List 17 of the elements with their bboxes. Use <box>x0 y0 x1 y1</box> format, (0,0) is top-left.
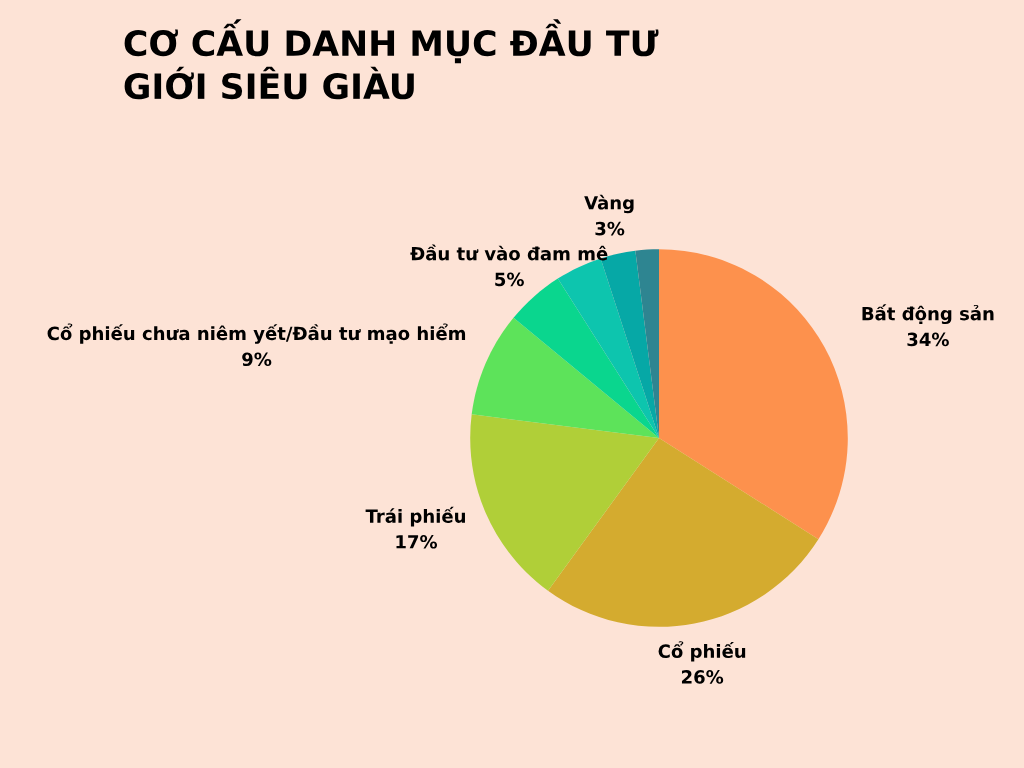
slice-label: Vàng <box>584 194 634 214</box>
chart-title: CƠ CẤU DANH MỤC ĐẦU TƯ GIỚI SIÊU GIÀU <box>124 19 659 100</box>
pie-slice <box>548 438 819 627</box>
data-label: 5% <box>495 272 524 287</box>
slice-label: Bất động sản <box>862 304 994 325</box>
slice-label: Cổ phiếu chưa niêm yết/Đầu tư mạo hiểm <box>47 323 466 344</box>
data-label: 26% <box>681 670 724 684</box>
data-label: 9% <box>242 352 272 367</box>
slice-label: Đầu tư vào đam mê <box>410 244 608 261</box>
data-label: 3% <box>595 221 625 236</box>
pie-slice <box>471 317 659 438</box>
slice-label: Cổ phiếu <box>658 641 746 662</box>
data-label: 34% <box>907 332 949 347</box>
data-label: 17% <box>396 534 438 549</box>
slice-label: Trái phiếu <box>365 506 465 527</box>
pie-slice <box>659 249 848 540</box>
pie-slice <box>470 414 659 591</box>
